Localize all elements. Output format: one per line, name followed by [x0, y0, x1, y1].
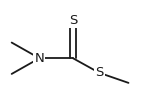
Text: S: S [69, 14, 77, 27]
Text: N: N [35, 52, 44, 65]
Text: S: S [95, 66, 104, 79]
